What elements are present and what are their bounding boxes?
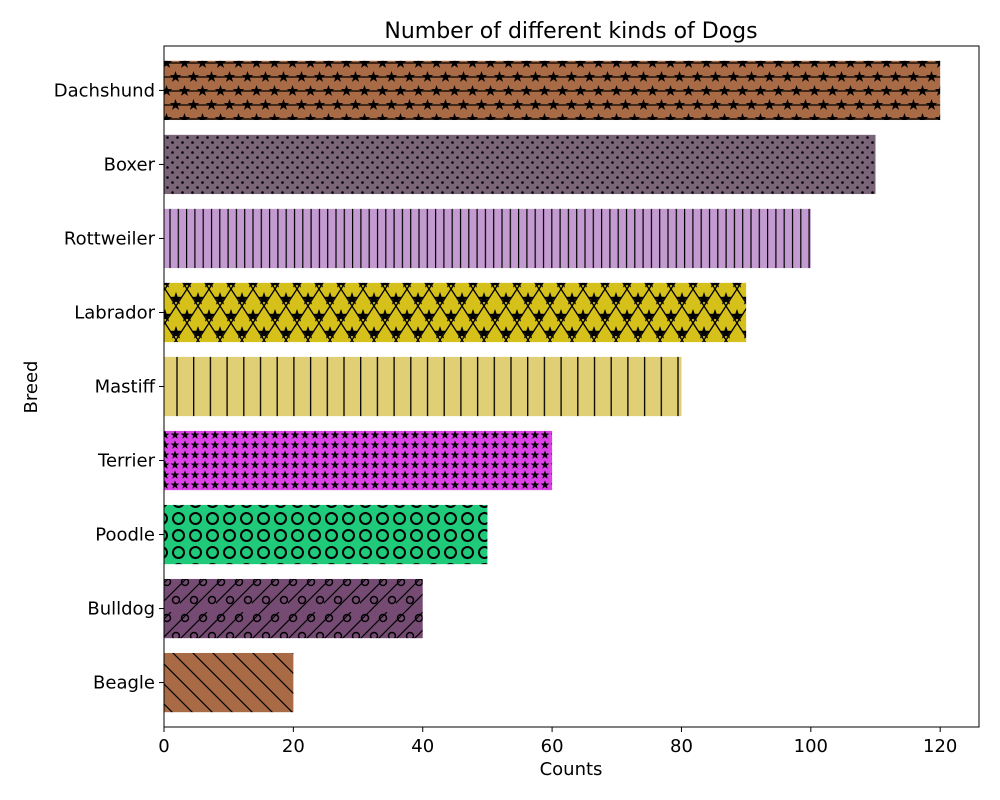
x-tick-label: 0 [158, 736, 169, 757]
bar-beagle [164, 652, 294, 713]
x-axis-label: Counts [540, 759, 603, 780]
y-tick-label-labrador: Labrador [74, 302, 155, 323]
x-tick-label: 20 [282, 736, 305, 757]
x-tick-label: 100 [794, 736, 828, 757]
y-tick-label-beagle: Beagle [93, 673, 155, 694]
bar-labrador [164, 282, 747, 343]
x-axis-ticks: 0 20 40 60 80 100 120 [158, 727, 957, 757]
y-tick-label-dachshund: Dachshund [54, 80, 155, 101]
y-tick-label-boxer: Boxer [104, 154, 156, 175]
chart-title: Number of different kinds of Dogs [384, 19, 757, 44]
y-axis-label: Breed [21, 361, 42, 414]
bar-dachshund [164, 60, 941, 121]
x-tick-label: 120 [923, 736, 957, 757]
bars-layer [164, 60, 941, 713]
y-tick-label-rottweiler: Rottweiler [64, 228, 156, 249]
y-axis-ticks: Beagle Bulldog Poodle Terrier Mastiff Labrado… [54, 80, 164, 694]
y-tick-label-poodle: Poodle [95, 525, 155, 546]
bar-mastiff [164, 356, 682, 417]
x-tick-label: 60 [541, 736, 564, 757]
x-tick-label: 40 [411, 736, 434, 757]
y-tick-label-bulldog: Bulldog [87, 599, 155, 620]
bar-terrier [164, 430, 553, 491]
y-tick-label-mastiff: Mastiff [95, 377, 156, 398]
x-tick-label: 80 [670, 736, 693, 757]
y-tick-label-terrier: Terrier [97, 451, 156, 472]
bar-poodle [164, 504, 488, 565]
bar-rottweiler [164, 208, 811, 269]
bar-bulldog [164, 578, 423, 639]
bar-boxer [164, 134, 876, 195]
